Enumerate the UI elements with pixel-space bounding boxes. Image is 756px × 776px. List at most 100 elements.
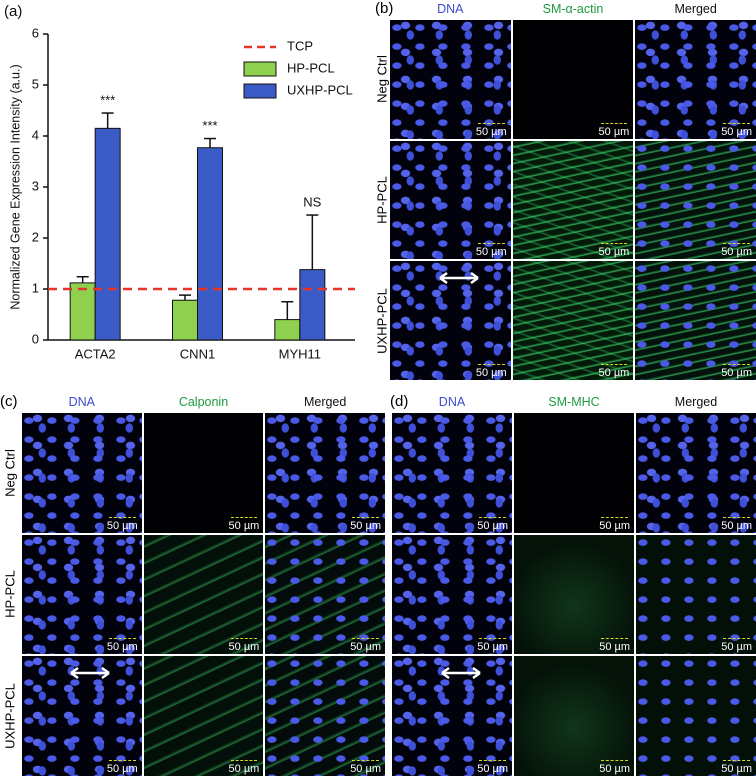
scale-bar-label: 50 µm (228, 638, 260, 654)
x-tick-label: CNN1 (180, 346, 215, 361)
legend-label: UXHP-PCL (287, 82, 353, 97)
micrograph: 50 µm (22, 656, 142, 776)
micrograph: 50 µm (514, 534, 634, 655)
micrograph: 50 µm (22, 534, 142, 655)
scale-bar-label: 50 µm (350, 638, 381, 654)
micrograph: 50 µm (514, 656, 634, 776)
micrograph: 50 µm (390, 140, 511, 260)
significance-label: *** (100, 92, 115, 107)
panel-label: (d) (390, 393, 409, 410)
alignment-arrow (70, 667, 111, 680)
x-tick-label: ACTA2 (75, 346, 116, 361)
scale-bar-label: 50 µm (228, 516, 260, 532)
y-tick-label: 0 (32, 331, 39, 346)
micrograph: 50 µm (635, 261, 756, 380)
micrograph: 50 µm (514, 413, 634, 533)
column-header: SM-MHC (548, 395, 600, 409)
scale-bar-label: 50 µm (106, 638, 138, 654)
scale-bar-label: 50 µm (721, 638, 752, 654)
micrograph: 50 µm (390, 20, 511, 139)
micrograph: 50 µm (143, 413, 264, 533)
row-header: Neg Ctrl (0, 413, 20, 533)
micrograph: 50 µm (635, 20, 756, 139)
arrow (440, 667, 481, 680)
row-header: Neg Ctrl (374, 20, 389, 139)
scale-bar-label: 50 µm (598, 122, 630, 138)
row-header: HP-PCL (374, 141, 389, 260)
scale-bar-label: 50 µm (475, 243, 507, 259)
y-tick-label: 2 (32, 229, 39, 244)
micrograph: 50 µm (392, 534, 512, 655)
y-tick-label: 1 (32, 280, 39, 295)
scale-bar-label: 50 µm (228, 759, 260, 775)
row-label: HP-PCL (374, 176, 389, 224)
micrograph: 50 µm (390, 261, 511, 380)
scale-bar-label: 50 µm (106, 759, 138, 775)
column-header: Calponin (178, 395, 229, 409)
micrograph-panel: (b) DNA SM-α-actin Merged Neg Ctrl 50 µm 50 µm… (374, 0, 756, 380)
scale-bar-label: 50 µm (477, 638, 508, 654)
micrograph: 50 µm (512, 20, 634, 139)
bar (172, 299, 198, 341)
column-header: DNA (68, 395, 96, 409)
micrograph: 50 µm (512, 140, 634, 260)
scale-bar-label: 50 µm (106, 516, 138, 532)
column-header: DNA (437, 2, 464, 16)
scale-bar-label: 50 µm (598, 243, 630, 259)
legend-swatch (243, 61, 277, 77)
row-header: UXHP-PCL (0, 656, 20, 776)
micrograph: 50 µm (143, 534, 264, 655)
panel-label: (c) (0, 393, 18, 410)
legend-label: HP-PCL (287, 60, 335, 75)
scale-bar-label: 50 µm (475, 122, 507, 138)
scale-bar-label: 50 µm (477, 759, 508, 775)
significance-label: *** (202, 118, 217, 133)
micrograph-panel: (c) DNA Calponin Merged Neg Ctrl 50 µm 50 µm 50… (0, 393, 385, 776)
x-tick-label: MYH11 (279, 346, 321, 361)
y-axis-label: Normalized Gene Expression Intensity (a.… (8, 64, 22, 309)
panel-label: (a) (4, 3, 22, 20)
micrograph: 50 µm (143, 656, 264, 776)
micrograph: 50 µm (392, 413, 512, 533)
row-label: Neg Ctrl (374, 55, 389, 104)
legend-swatch (243, 83, 277, 99)
scale-bar-label: 50 µm (477, 516, 508, 532)
micrograph: 50 µm (22, 413, 142, 533)
panel-label: (b) (375, 0, 394, 17)
scale-bar-label: 50 µm (475, 363, 507, 379)
micrograph: 50 µm (636, 656, 756, 776)
alignment-arrow (440, 667, 481, 680)
micrograph: 50 µm (265, 534, 385, 655)
scale-bar-label: 50 µm (721, 122, 752, 138)
scale-bar-label: 50 µm (599, 759, 630, 775)
legend-label: TCP (287, 38, 313, 53)
column-header: DNA (438, 395, 466, 409)
bar (274, 319, 301, 341)
significance-label: NS (303, 194, 321, 209)
scale-bar-label: 50 µm (599, 638, 630, 654)
bar-chart: (a) Normalized Gene Expression Intensity… (4, 3, 355, 361)
arrow (70, 667, 111, 680)
micrograph-panel: (d) DNA SM-MHC Merged 50 µm 50 µm 50 µm 50 µm 50… (390, 393, 756, 776)
scale-bar-label: 50 µm (721, 363, 752, 379)
scale-bar-label: 50 µm (599, 516, 630, 532)
bar (299, 269, 326, 341)
column-header: Merged (674, 395, 718, 409)
row-header: UXHP-PCL (374, 261, 389, 380)
row-label: UXHP-PCL (2, 683, 18, 750)
bar (94, 127, 121, 341)
micrograph: 50 µm (512, 261, 634, 380)
micrograph: 50 µm (636, 534, 756, 655)
y-tick-label: 6 (32, 25, 39, 40)
y-tick-label: 4 (32, 127, 39, 142)
bar (69, 282, 96, 341)
y-tick-label: 3 (32, 178, 39, 193)
micrograph: 50 µm (636, 413, 756, 533)
scale-bar-label: 50 µm (721, 759, 752, 775)
scale-bar-label: 50 µm (350, 759, 381, 775)
y-tick-label: 5 (32, 76, 39, 91)
micrograph: 50 µm (265, 413, 385, 533)
micrograph: 50 µm (635, 140, 756, 260)
row-label: HP-PCL (2, 570, 18, 619)
